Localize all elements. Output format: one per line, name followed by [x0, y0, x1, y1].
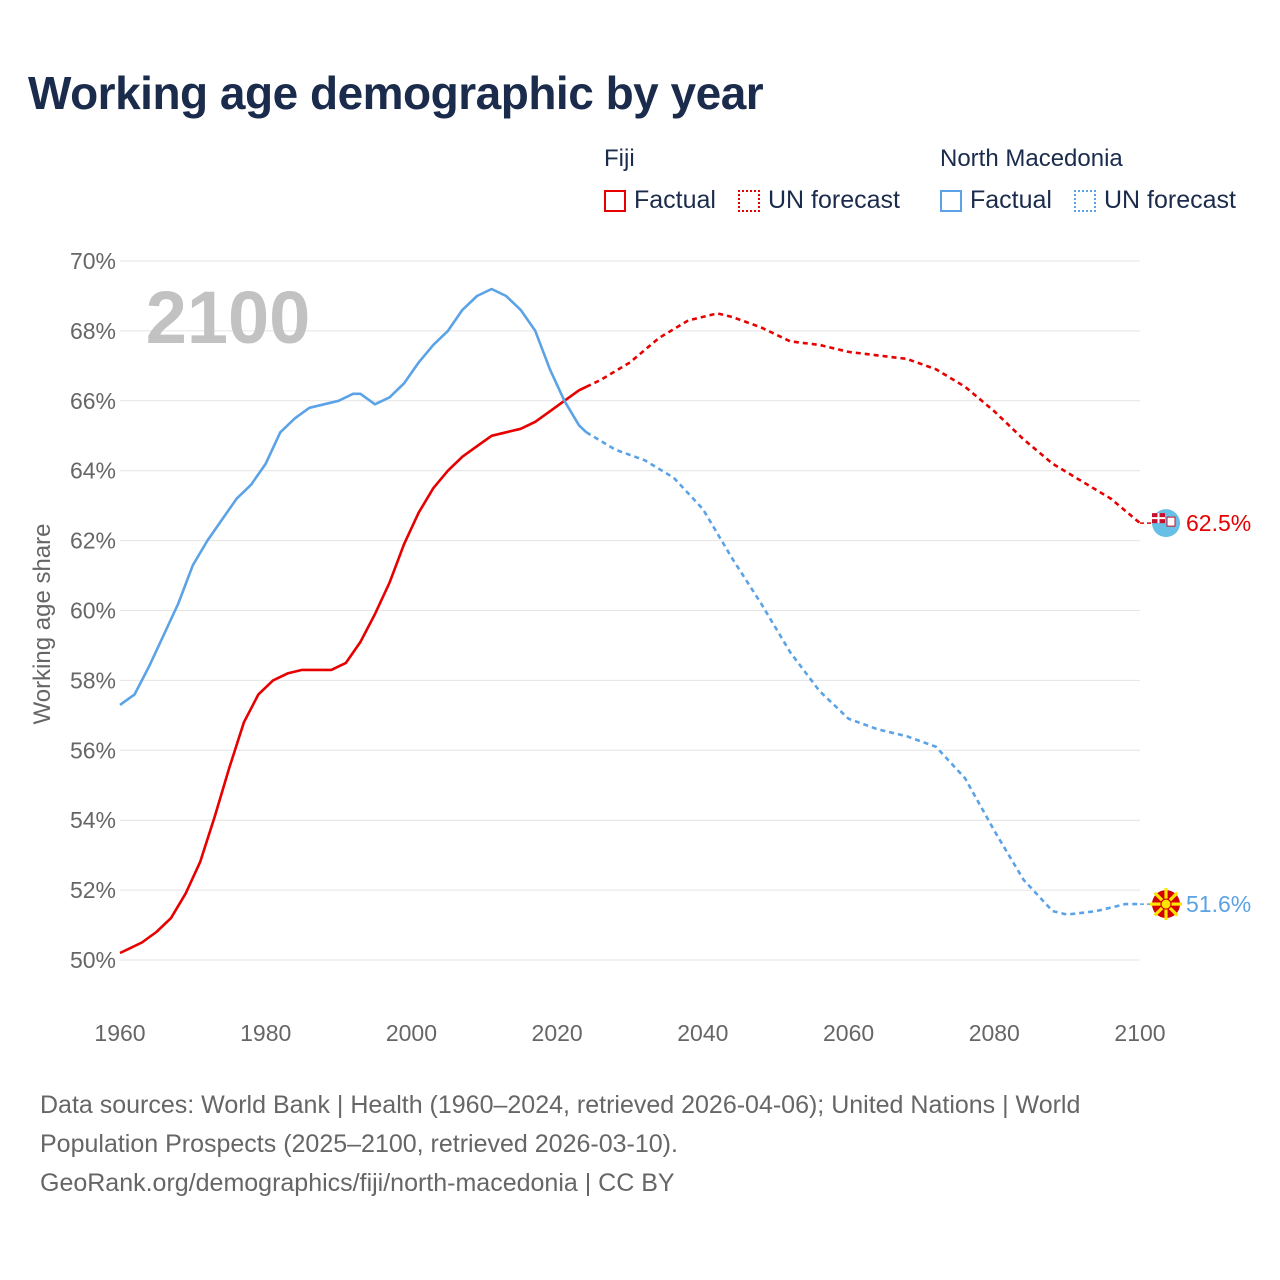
y-tick-label-68: 68%: [70, 318, 116, 344]
series-lines: [119, 287, 1141, 955]
north-macedonia-factual-line: [119, 287, 588, 706]
grid: [120, 260, 1140, 961]
legend-fiji-factual[interactable]: Factual: [604, 186, 716, 215]
legend-group-fiji: Fiji: [604, 145, 635, 172]
legend-label: UN forecast: [1104, 186, 1236, 214]
legend-swatch-fiji-forecast: [738, 189, 760, 212]
end-markers: 62.5% 51.6%: [1140, 509, 1251, 921]
legend-label: UN forecast: [768, 186, 900, 214]
x-tick-label-2020: 2020: [532, 1020, 583, 1046]
legend-swatch-north-macedonia-forecast: [1074, 189, 1096, 212]
legend-swatch-north-macedonia-factual: [940, 189, 962, 212]
y-tick-label-54: 54%: [70, 807, 116, 833]
legend-group-north-macedonia: North Macedonia: [940, 145, 1123, 172]
line-chart: 2100 50% 52% 54% 56% 58% 60% 62% 64% 66% 68% 70% 1…: [29, 248, 1251, 1046]
x-tick-label-1980: 1980: [240, 1020, 291, 1046]
legend-north-macedonia-forecast[interactable]: UN forecast: [1074, 186, 1236, 215]
footer-sources-line-2: Population Prospects (2025–2100, retriev…: [40, 1130, 678, 1158]
legend-fiji-forecast[interactable]: UN forecast: [738, 186, 900, 215]
north-macedonia-flag-icon: [1150, 888, 1182, 921]
x-tick-label-2000: 2000: [386, 1020, 437, 1046]
footer-sources-line-1: Data sources: World Bank | Health (1960–…: [40, 1091, 1081, 1119]
legend-label: Factual: [970, 186, 1052, 214]
x-axis: 1960 1980 2000 2020 2040 2060 2080 2100: [94, 1020, 1165, 1046]
x-tick-label-2060: 2060: [823, 1020, 874, 1046]
legend-label: Factual: [634, 186, 716, 214]
y-tick-label-70: 70%: [70, 248, 116, 274]
fiji-flag-icon: [1152, 509, 1180, 538]
x-tick-label-2040: 2040: [677, 1020, 728, 1046]
fiji-end-value-label: 62.5%: [1186, 510, 1251, 536]
y-tick-label-52: 52%: [70, 877, 116, 903]
y-tick-label-64: 64%: [70, 458, 116, 484]
x-tick-label-2100: 2100: [1114, 1020, 1165, 1046]
fiji-factual-line: [119, 385, 587, 955]
y-tick-label-50: 50%: [70, 947, 116, 973]
current-year-label: 2100: [146, 276, 311, 359]
y-axis: 50% 52% 54% 56% 58% 60% 62% 64% 66% 68% 70%: [70, 248, 116, 973]
x-tick-label-2080: 2080: [969, 1020, 1020, 1046]
legend-north-macedonia-factual[interactable]: Factual: [940, 186, 1052, 215]
y-tick-label-58: 58%: [70, 667, 116, 693]
y-tick-label-56: 56%: [70, 737, 116, 763]
x-tick-label-1960: 1960: [94, 1020, 145, 1046]
y-tick-label-66: 66%: [70, 388, 116, 414]
y-tick-label-60: 60%: [70, 598, 116, 624]
fiji-forecast-line: [585, 312, 1141, 525]
footer: Data sources: World Bank | Health (1960–…: [40, 1086, 1240, 1203]
chart-title: Working age demographic by year: [28, 67, 764, 119]
legend-swatch-fiji-factual: [604, 189, 626, 212]
footer-attribution[interactable]: GeoRank.org/demographics/fiji/north-mace…: [40, 1169, 675, 1197]
north-macedonia-end-value-label: 51.6%: [1186, 891, 1251, 917]
north-macedonia-forecast-line: [585, 431, 1140, 916]
y-tick-label-62: 62%: [70, 528, 116, 554]
y-axis-label: Working age share: [29, 524, 56, 725]
